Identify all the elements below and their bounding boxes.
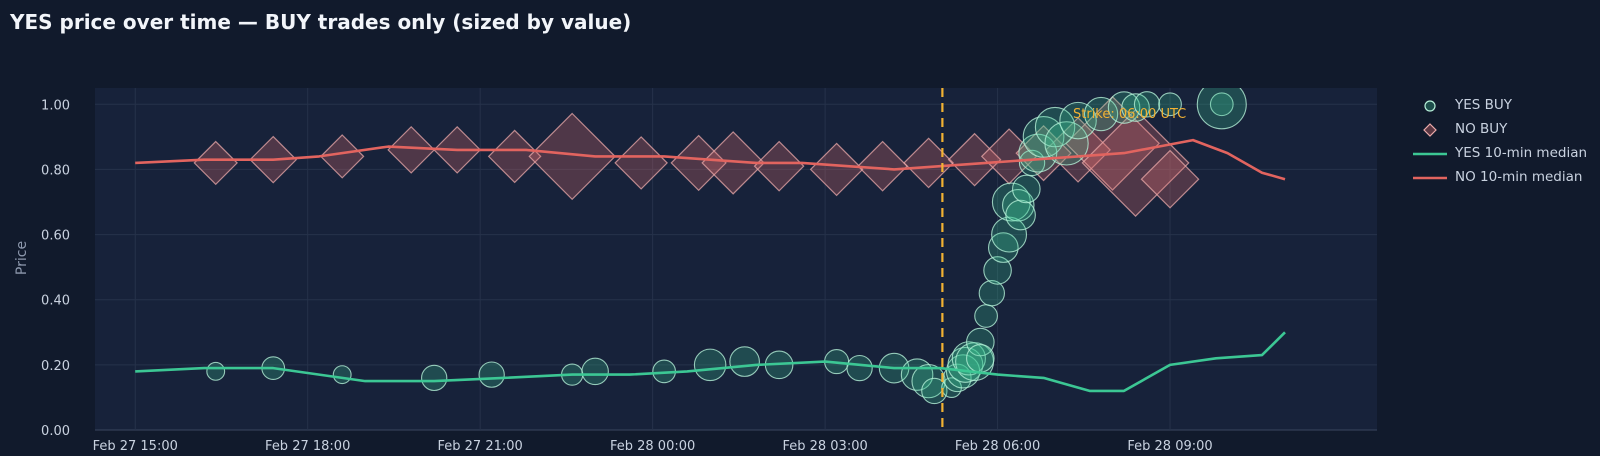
yes-buy-marker	[729, 346, 760, 377]
no-buy-marker	[528, 112, 616, 201]
y-axis-label: Price	[14, 241, 30, 275]
yes-buy-marker	[983, 256, 1012, 285]
y-tick-label: 0.20	[41, 359, 70, 374]
x-tick-label: Feb 27 18:00	[265, 439, 350, 454]
yes-buy-marker	[911, 363, 946, 399]
legend-label: NO 10-min median	[1455, 169, 1583, 185]
yes-buy-marker	[1059, 101, 1097, 140]
no-buy-marker	[1045, 116, 1111, 183]
yes-buy-marker	[1012, 174, 1041, 204]
yes-buy-markers	[206, 88, 1247, 405]
no-buy-marker	[980, 128, 1038, 185]
no-buy-marker	[857, 140, 909, 192]
no-buy-legend-icon	[1423, 123, 1437, 137]
yes-buy-marker	[1018, 133, 1058, 173]
yes-buy-marker	[921, 377, 948, 405]
yes-buy-marker	[846, 354, 873, 382]
chart-title: YES price over time — BUY trades only (s…	[10, 10, 632, 34]
yes-buy-marker	[1196, 88, 1247, 130]
yes-buy-marker	[1209, 92, 1234, 117]
yes-buy-marker	[966, 327, 995, 357]
y-tick-label: 0.40	[41, 294, 70, 309]
legend-item-yes-median[interactable]: YES 10-min median	[1455, 145, 1587, 161]
x-tick-label: Feb 27 15:00	[93, 439, 178, 454]
no-buy-marker	[670, 134, 727, 192]
yes-buy-marker	[1121, 93, 1150, 122]
yes-buy-marker	[1034, 106, 1076, 148]
yes-buy-marker	[987, 232, 1019, 263]
no-buy-marker	[1140, 149, 1200, 209]
yes-buy-marker	[478, 361, 505, 388]
yes-buy-marker	[966, 344, 995, 373]
legend-item-yes-buy[interactable]: YES BUY	[1455, 97, 1512, 113]
yes-buy-marker	[974, 304, 998, 328]
no-buy-marker	[947, 132, 1002, 187]
legend-item-no-median[interactable]: NO 10-min median	[1455, 169, 1582, 185]
yes-buy-marker	[991, 216, 1028, 253]
x-tick-labels: Feb 27 15:00 Feb 27 18:00 Feb 27 21:00 Feb …	[93, 439, 1213, 454]
no-median-line	[135, 138, 1286, 181]
x-tick-label: Feb 28 03:00	[782, 439, 867, 454]
legend-label: YES BUY	[1455, 97, 1513, 113]
legend-label: NO BUY	[1455, 121, 1508, 137]
yes-buy-marker	[1107, 91, 1141, 124]
x-tick-label: Feb 28 00:00	[610, 439, 695, 454]
strike-label: Strike: 06:00 UTC	[1073, 107, 1186, 122]
yes-buy-marker	[332, 365, 352, 385]
no-buy-marker	[753, 140, 805, 192]
legend-icons	[1413, 100, 1447, 180]
yes-buy-marker	[951, 341, 986, 376]
yes-buy-marker	[1083, 96, 1119, 132]
y-tick-label: 0.80	[41, 163, 70, 178]
yes-buy-marker	[1044, 121, 1089, 166]
median-lines	[135, 138, 1286, 393]
yes-buy-marker	[1001, 188, 1035, 222]
no-buy-marker	[487, 129, 542, 184]
yes-median-line	[135, 331, 1286, 393]
yes-buy-marker	[1133, 91, 1161, 118]
yes-buy-marker	[1005, 199, 1036, 231]
no-buy-marker	[614, 136, 668, 190]
no-buy-marker	[193, 140, 238, 186]
y-tick-label: 1.00	[41, 98, 70, 113]
no-buy-marker	[701, 131, 765, 195]
y-tick-label: 0.00	[41, 424, 70, 439]
yes-buy-marker	[421, 364, 448, 392]
no-buy-marker	[1015, 124, 1072, 182]
y-tick-labels: 0.00 0.20 0.40 0.60 0.80 1.00	[41, 98, 70, 439]
no-buy-marker	[387, 125, 436, 174]
yes-buy-marker	[206, 361, 226, 381]
no-buy-marker	[319, 134, 365, 179]
yes-buy-marker	[1158, 92, 1182, 117]
yes-buy-marker	[978, 280, 1005, 307]
yes-buy-marker	[581, 357, 609, 386]
x-tick-label: Feb 28 09:00	[1127, 439, 1212, 454]
yes-buy-marker	[693, 348, 727, 382]
no-buy-marker	[809, 142, 864, 197]
x-tick-label: Feb 27 21:00	[438, 439, 523, 454]
yes-buy-legend-icon	[1424, 100, 1436, 112]
x-tick-label: Feb 28 06:00	[955, 439, 1040, 454]
no-buy-marker	[903, 137, 955, 189]
y-tick-label: 0.60	[41, 229, 70, 244]
no-buy-markers	[193, 95, 1200, 217]
legend-item-no-buy[interactable]: NO BUY	[1455, 121, 1507, 137]
legend-label: YES 10-min median	[1455, 145, 1588, 161]
